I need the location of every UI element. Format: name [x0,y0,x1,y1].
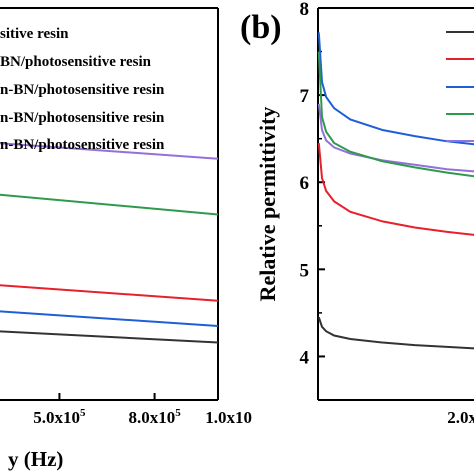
panel-a-x-tick-label: 8.0x105 [128,407,181,427]
panel-a-x-tick-label: 1.0x10 [205,408,252,427]
panel-a-legend-entry: n-BN/photosensitive resin [0,82,165,98]
panel-b-y-tick-label: 6 [300,173,310,194]
panel-a-series-0 [0,142,219,160]
panel-a-series-3 [0,310,219,327]
panel-b-series-4 [317,316,474,350]
panel-a-series-4 [0,330,219,344]
panel-a-legend-entry: sitive resin [0,26,69,42]
panel-b-y-tick-label: 8 [300,0,310,20]
panel-b-y-axis-label: Relative permittivity [255,107,280,302]
panel-b-y-tick-label: 7 [300,86,310,107]
panel-b-series-3 [317,142,474,236]
panel-a-x-tick-exponent: 5 [175,407,181,419]
panel-b-series-2 [317,51,474,178]
panel-a: 5.0x105 8.0x105 1.0x10 y (Hz) sitive resin BN… [0,7,252,471]
panel-a-series-1 [0,193,219,216]
panel-b-y-tick-label: 5 [300,260,310,281]
panel-b: (b) 4 5 6 7 8 Relative permittivity 2.0x105 [240,0,474,427]
panel-a-x-tick-label: 5.0x105 [33,407,86,427]
panel-b-series-0 [317,32,474,146]
panel-a-x-tick-exponent: 5 [80,407,86,419]
panel-a-legend-entry: BN/photosensitive resin [0,54,152,70]
panel-a-legend-entry: n-BN/photosensitive resin [0,137,165,153]
panel-b-y-tick-label: 4 [300,347,310,368]
panel-b-x-tick-label: 2.0x105 [447,407,474,427]
panel-a-legend-entry: n-BN/photosensitive resin [0,110,165,126]
panel-a-x-axis-label: y (Hz) [8,447,63,471]
panel-a-series-2 [0,284,219,302]
panel-b-label: (b) [240,9,282,46]
